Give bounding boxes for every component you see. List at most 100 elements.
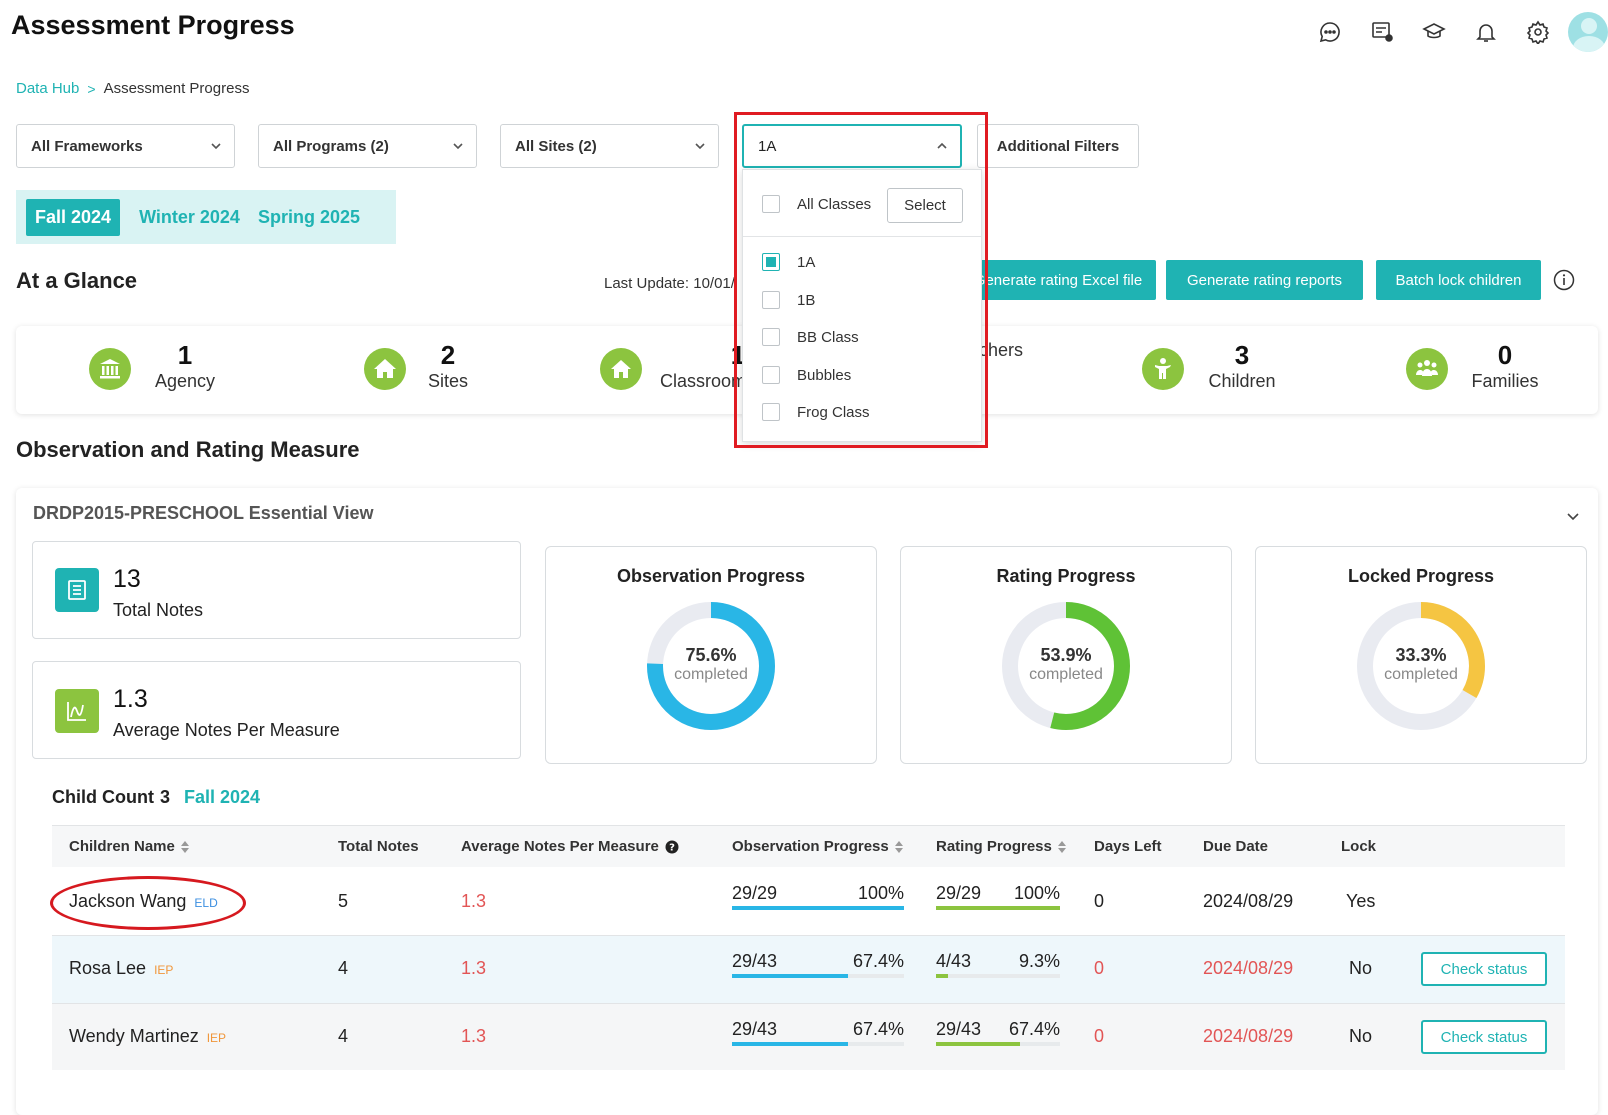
classes-select-value: 1A	[758, 137, 777, 155]
stat-agency-label: Agency	[154, 371, 216, 391]
agency-icon	[89, 348, 131, 390]
all-classes-option[interactable]: All Classes	[762, 195, 871, 213]
progress-fill	[732, 906, 904, 910]
progress-track	[732, 906, 904, 910]
class-option-1a[interactable]: 1A	[762, 253, 815, 271]
class-checkbox[interactable]	[762, 253, 780, 271]
info-icon[interactable]	[1553, 269, 1575, 291]
table-header	[52, 825, 1565, 867]
help-icon[interactable]: ?	[665, 840, 679, 854]
stat-sites-value: 2	[440, 340, 456, 370]
gear-icon[interactable]	[1512, 16, 1564, 48]
progress-track	[732, 974, 904, 978]
stat-children-label: Children	[1208, 371, 1276, 391]
column-header-days-left-label: Days Left	[1094, 838, 1162, 855]
check-status-button[interactable]: Check status	[1421, 952, 1547, 986]
sort-icon[interactable]	[894, 840, 903, 853]
progress-fill	[936, 906, 1060, 910]
column-header-rating[interactable]: Rating Progress	[936, 838, 1066, 855]
child-name[interactable]: Wendy Martinez	[69, 1026, 199, 1046]
class-checkbox[interactable]	[762, 403, 780, 421]
programs-select-value: All Programs (2)	[273, 137, 389, 155]
total-notes-value: 13	[113, 565, 141, 593]
class-checkbox[interactable]	[762, 291, 780, 309]
breadcrumb: Data Hub > Assessment Progress	[16, 80, 249, 97]
child-name-cell[interactable]: Rosa Lee IEP	[69, 958, 173, 979]
child-count-label: Child Count	[52, 787, 154, 807]
bell-icon[interactable]	[1460, 16, 1512, 48]
notes-icon	[55, 568, 99, 612]
observation-percent: 100%	[857, 883, 904, 903]
class-option-frog-class[interactable]: Frog Class	[762, 403, 870, 421]
sort-icon[interactable]	[180, 840, 189, 853]
lock-cell: Yes	[1346, 891, 1376, 911]
avatar[interactable]	[1568, 12, 1608, 52]
chevron-down-icon[interactable]	[1565, 508, 1581, 524]
batch-lock-button[interactable]: Batch lock children	[1376, 260, 1541, 300]
stat-children-value: 3	[1234, 340, 1250, 370]
tab-winter-2024[interactable]: Winter 2024	[139, 206, 240, 227]
chevron-up-icon	[937, 142, 947, 149]
avg-notes-cell: 1.3	[461, 958, 487, 978]
class-option-bubbles[interactable]: Bubbles	[762, 366, 851, 384]
stat-agency-value: 1	[177, 340, 193, 370]
table-row	[52, 936, 1565, 1004]
class-checkbox[interactable]	[762, 328, 780, 346]
classroom-icon	[600, 348, 642, 390]
programs-select[interactable]: All Programs (2)	[258, 124, 477, 168]
observation-progress-title: Observation Progress	[616, 566, 806, 586]
generate-excel-button[interactable]: Generate rating Excel file	[960, 260, 1156, 300]
iep-tag: IEP	[206, 1031, 227, 1045]
child-name[interactable]: Rosa Lee	[69, 958, 147, 978]
generate-reports-button[interactable]: Generate rating reports	[1166, 260, 1363, 300]
column-header-name-label: Children Name	[69, 838, 175, 855]
rating-progress-percent: 53.9%	[1040, 645, 1092, 665]
graduation-cap-icon[interactable]	[1408, 16, 1460, 48]
column-header-due-date-label: Due Date	[1203, 838, 1269, 855]
tab-spring-2025[interactable]: Spring 2025	[257, 206, 360, 227]
progress-track	[936, 974, 1060, 978]
column-header-name[interactable]: Children Name	[69, 838, 189, 855]
class-option-1b[interactable]: 1B	[762, 291, 815, 309]
breadcrumb-data-hub[interactable]: Data Hub	[16, 80, 80, 97]
rating-percent: 9.3%	[1018, 951, 1060, 971]
lock-cell: No	[1349, 1026, 1373, 1046]
tab-fall-2024[interactable]: Fall 2024	[26, 198, 121, 236]
column-header-days-left: Days Left	[1094, 838, 1162, 855]
days-left-cell: 0	[1094, 958, 1105, 978]
stat-families-value: 0	[1497, 340, 1513, 370]
frameworks-select[interactable]: All Frameworks	[16, 124, 235, 168]
progress-track	[936, 1042, 1060, 1046]
class-option-label: 1B	[797, 291, 816, 309]
class-option-bb-class[interactable]: BB Class	[762, 328, 859, 346]
classes-select[interactable]: 1A	[742, 124, 962, 168]
messages-icon[interactable]	[1356, 16, 1408, 48]
column-header-rating-label: Rating Progress	[936, 838, 1052, 855]
child-name-cell[interactable]: Wendy Martinez IEP	[69, 1026, 226, 1047]
sort-icon[interactable]	[1057, 840, 1066, 853]
stat-sites: 2 Sites	[408, 340, 488, 392]
column-header-due-date: Due Date	[1203, 838, 1268, 855]
additional-filters-button[interactable]: Additional Filters	[977, 124, 1139, 168]
avg-notes-cell: 1.3	[461, 1026, 487, 1046]
check-status-button[interactable]: Check status	[1421, 1020, 1547, 1054]
progress-fill	[732, 974, 848, 978]
select-button[interactable]: Select	[887, 188, 963, 223]
column-header-avg-notes-label: Average Notes Per Measure	[461, 838, 659, 855]
observation-progress-bar: 29/43 67.4%	[732, 951, 904, 978]
class-option-label: Bubbles	[797, 366, 852, 384]
avg-notes-value: 1.3	[113, 685, 148, 713]
breadcrumb-current: Assessment Progress	[103, 80, 250, 97]
days-left-cell: 0	[1094, 891, 1105, 911]
stat-sites-label: Sites	[427, 371, 469, 391]
all-classes-checkbox[interactable]	[762, 195, 780, 213]
column-header-avg-notes: Average Notes Per Measure ?	[461, 838, 679, 855]
annotation-ellipse	[50, 876, 246, 930]
class-option-label: BB Class	[797, 328, 859, 346]
class-checkbox[interactable]	[762, 366, 780, 384]
sites-select[interactable]: All Sites (2)	[500, 124, 719, 168]
column-header-observation[interactable]: Observation Progress	[732, 838, 903, 855]
donut-arc	[647, 602, 775, 730]
rating-percent: 67.4%	[1008, 1019, 1060, 1039]
chat-icon[interactable]	[1304, 16, 1356, 48]
